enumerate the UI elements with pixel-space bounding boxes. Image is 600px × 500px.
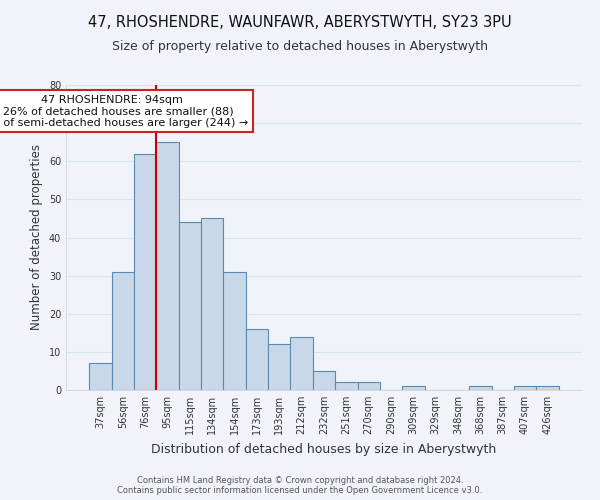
Bar <box>246 329 268 390</box>
Bar <box>223 272 246 390</box>
Bar <box>201 218 223 390</box>
X-axis label: Distribution of detached houses by size in Aberystwyth: Distribution of detached houses by size … <box>151 442 497 456</box>
Text: 47 RHOSHENDRE: 94sqm
← 26% of detached houses are smaller (88)
72% of semi-detac: 47 RHOSHENDRE: 94sqm ← 26% of detached h… <box>0 94 248 128</box>
Text: Contains public sector information licensed under the Open Government Licence v3: Contains public sector information licen… <box>118 486 482 495</box>
Bar <box>469 386 491 390</box>
Bar <box>335 382 358 390</box>
Bar <box>134 154 157 390</box>
Y-axis label: Number of detached properties: Number of detached properties <box>30 144 43 330</box>
Bar <box>290 336 313 390</box>
Bar <box>536 386 559 390</box>
Bar <box>179 222 201 390</box>
Text: 47, RHOSHENDRE, WAUNFAWR, ABERYSTWYTH, SY23 3PU: 47, RHOSHENDRE, WAUNFAWR, ABERYSTWYTH, S… <box>88 15 512 30</box>
Bar <box>313 371 335 390</box>
Bar <box>112 272 134 390</box>
Bar <box>89 364 112 390</box>
Bar <box>268 344 290 390</box>
Bar <box>358 382 380 390</box>
Text: Contains HM Land Registry data © Crown copyright and database right 2024.: Contains HM Land Registry data © Crown c… <box>137 476 463 485</box>
Bar <box>514 386 536 390</box>
Bar <box>157 142 179 390</box>
Bar <box>402 386 425 390</box>
Text: Size of property relative to detached houses in Aberystwyth: Size of property relative to detached ho… <box>112 40 488 53</box>
